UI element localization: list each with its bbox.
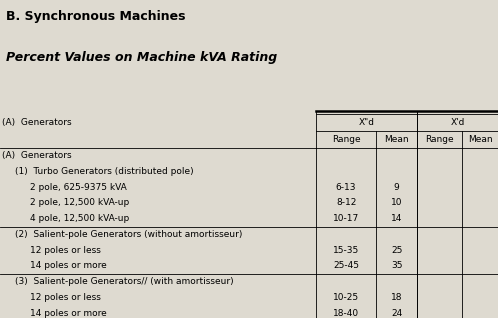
Text: 15-35: 15-35: [333, 246, 359, 255]
Text: 2 pole, 625-9375 kVA: 2 pole, 625-9375 kVA: [30, 183, 126, 192]
Text: 12 poles or less: 12 poles or less: [30, 246, 101, 255]
Text: 14 poles or more: 14 poles or more: [30, 261, 107, 270]
Text: 24: 24: [391, 309, 402, 318]
Text: 12 poles or less: 12 poles or less: [30, 293, 101, 302]
Text: (1)  Turbo Generators (distributed pole): (1) Turbo Generators (distributed pole): [15, 167, 194, 176]
Text: Percent Values on Machine kVA Rating: Percent Values on Machine kVA Rating: [6, 51, 277, 64]
Text: Range: Range: [332, 135, 361, 144]
Text: 2 pole, 12,500 kVA-up: 2 pole, 12,500 kVA-up: [30, 198, 129, 207]
Text: Range: Range: [425, 135, 454, 144]
Text: 10-25: 10-25: [333, 293, 359, 302]
Text: 9: 9: [394, 183, 399, 192]
Text: (A)  Generators: (A) Generators: [2, 118, 72, 128]
Text: X"d: X"d: [359, 118, 375, 128]
Text: Mean: Mean: [468, 135, 493, 144]
Text: 35: 35: [391, 261, 402, 270]
Text: 6-13: 6-13: [336, 183, 357, 192]
Text: Mean: Mean: [384, 135, 409, 144]
Text: (A)  Generators: (A) Generators: [2, 151, 72, 160]
Text: 8-12: 8-12: [336, 198, 356, 207]
Text: 18-40: 18-40: [333, 309, 359, 318]
Text: 4 pole, 12,500 kVA-up: 4 pole, 12,500 kVA-up: [30, 214, 129, 223]
Text: 18: 18: [391, 293, 402, 302]
Text: B. Synchronous Machines: B. Synchronous Machines: [6, 10, 185, 23]
Text: (3)  Salient-pole Generators// (with amortisseur): (3) Salient-pole Generators// (with amor…: [15, 277, 234, 286]
Text: X'd: X'd: [451, 118, 465, 128]
Text: (2)  Salient-pole Generators (without amortisseur): (2) Salient-pole Generators (without amo…: [15, 230, 243, 239]
Text: 10: 10: [391, 198, 402, 207]
Text: 25: 25: [391, 246, 402, 255]
Text: 14 poles or more: 14 poles or more: [30, 309, 107, 318]
Text: 25-45: 25-45: [333, 261, 359, 270]
Text: 14: 14: [391, 214, 402, 223]
Text: 10-17: 10-17: [333, 214, 359, 223]
